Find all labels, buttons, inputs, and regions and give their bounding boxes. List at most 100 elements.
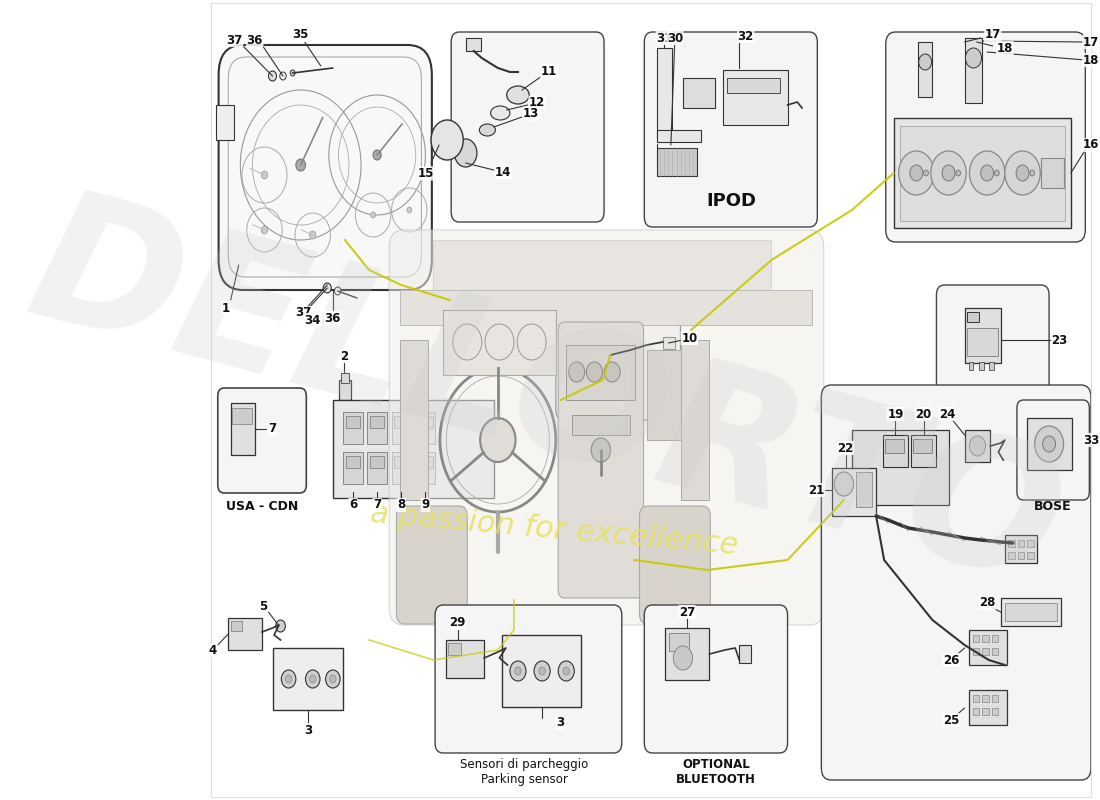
Text: 19: 19 [888, 407, 903, 421]
Bar [399, 340, 428, 500]
Circle shape [1030, 170, 1035, 176]
Bar [989, 362, 993, 370]
Circle shape [276, 620, 285, 632]
Bar [657, 130, 702, 142]
Bar [416, 452, 436, 484]
Text: 21: 21 [808, 483, 825, 497]
Text: USA - CDN: USA - CDN [226, 500, 298, 513]
Bar [339, 380, 351, 400]
Ellipse shape [507, 86, 529, 104]
Text: 24: 24 [938, 407, 955, 421]
Bar [657, 48, 672, 138]
FancyBboxPatch shape [219, 45, 432, 290]
Text: 22: 22 [837, 442, 854, 454]
Ellipse shape [572, 296, 597, 308]
Ellipse shape [571, 368, 591, 378]
Circle shape [924, 170, 928, 176]
Bar [433, 240, 771, 290]
FancyBboxPatch shape [822, 385, 1091, 780]
Text: IPOD: IPOD [706, 192, 756, 210]
Circle shape [1035, 426, 1064, 462]
Bar [399, 290, 812, 325]
Circle shape [956, 170, 960, 176]
Text: OPTIONAL
BLUETOOTH: OPTIONAL BLUETOOTH [676, 758, 756, 786]
Bar [900, 126, 1065, 221]
Text: 17: 17 [984, 29, 1001, 42]
FancyBboxPatch shape [558, 322, 644, 598]
Bar [911, 435, 936, 467]
Bar [418, 456, 432, 468]
Ellipse shape [572, 352, 597, 362]
Bar [418, 416, 432, 428]
Bar [972, 695, 979, 702]
Circle shape [604, 362, 620, 382]
Text: 13: 13 [524, 107, 539, 120]
Bar [739, 645, 750, 663]
Bar [367, 452, 387, 484]
Text: 27: 27 [679, 606, 695, 618]
Text: 17: 17 [1082, 35, 1099, 49]
Text: 15: 15 [418, 167, 434, 180]
FancyBboxPatch shape [639, 506, 711, 624]
Text: 4: 4 [209, 643, 217, 657]
Bar [1018, 552, 1024, 559]
Bar [217, 105, 234, 140]
Bar [992, 635, 999, 642]
Bar [913, 439, 933, 453]
FancyBboxPatch shape [1016, 400, 1089, 500]
Bar [566, 345, 635, 400]
Circle shape [309, 231, 316, 239]
Text: 30: 30 [667, 31, 683, 45]
Bar [969, 690, 1008, 725]
Text: 3: 3 [304, 723, 312, 737]
Circle shape [1043, 436, 1056, 452]
Text: 35: 35 [293, 29, 309, 42]
Bar [992, 695, 999, 702]
Circle shape [431, 120, 463, 160]
Circle shape [558, 661, 574, 681]
Bar [972, 648, 979, 655]
Text: DELLORTO: DELLORTO [12, 178, 1080, 622]
Circle shape [899, 151, 934, 195]
Text: 26: 26 [943, 654, 959, 666]
Circle shape [515, 667, 521, 675]
Bar [1018, 540, 1024, 547]
Circle shape [290, 70, 295, 76]
Circle shape [591, 438, 611, 462]
Bar [1004, 535, 1037, 563]
Bar [341, 373, 349, 383]
Circle shape [309, 675, 316, 683]
Bar [1001, 598, 1062, 626]
Circle shape [673, 646, 693, 670]
Bar [663, 337, 675, 349]
Bar [394, 456, 408, 468]
Text: 25: 25 [943, 714, 959, 726]
Text: 28: 28 [979, 597, 996, 610]
Text: 3: 3 [556, 717, 564, 730]
Text: 31: 31 [657, 31, 672, 45]
Bar [333, 400, 494, 498]
Bar [851, 430, 948, 505]
Bar [343, 452, 363, 484]
Circle shape [282, 670, 296, 688]
Text: 33: 33 [1084, 434, 1100, 446]
Bar [666, 628, 710, 680]
Bar [967, 312, 979, 322]
Bar [345, 456, 360, 468]
Bar [832, 468, 876, 516]
Bar [466, 38, 481, 51]
Circle shape [994, 170, 999, 176]
Text: 23: 23 [1052, 334, 1068, 346]
Bar [448, 643, 461, 655]
Circle shape [306, 670, 320, 688]
Bar [882, 435, 909, 467]
Bar [972, 635, 979, 642]
Bar [884, 439, 904, 453]
Bar [392, 412, 411, 444]
Circle shape [931, 151, 966, 195]
Bar [273, 648, 343, 710]
Bar [370, 456, 384, 468]
Bar [982, 648, 989, 655]
Ellipse shape [480, 124, 495, 136]
Bar [965, 430, 990, 462]
